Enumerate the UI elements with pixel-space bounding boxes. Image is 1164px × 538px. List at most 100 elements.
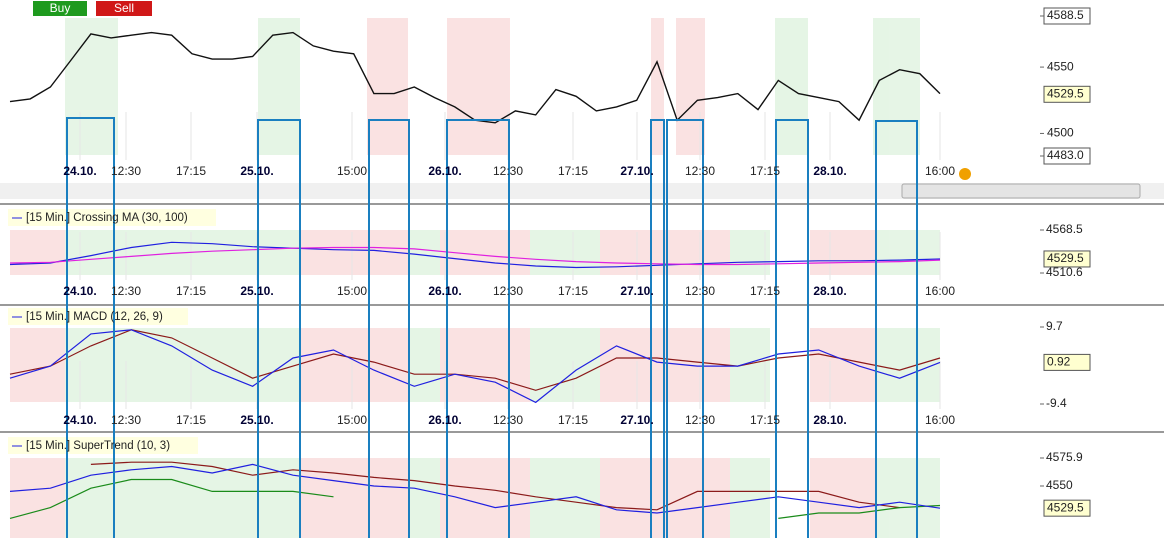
axis-label: 4483.0 xyxy=(1047,148,1084,162)
shade xyxy=(440,328,530,402)
indicator-line xyxy=(9,241,941,269)
buy-label[interactable]: Buy xyxy=(50,1,71,15)
scrollbar[interactable] xyxy=(0,183,1164,199)
time-label: 27.10. xyxy=(620,164,653,178)
time-label: 12:30 xyxy=(493,284,523,298)
time-label: 12:30 xyxy=(685,164,715,178)
panel-title-bg xyxy=(8,437,198,454)
time-label: 12:30 xyxy=(685,413,715,427)
time-label: 16:00 xyxy=(925,413,955,427)
shade xyxy=(65,458,230,538)
shade xyxy=(810,230,875,275)
time-label: 12:30 xyxy=(685,284,715,298)
panel-title: [15 Min.] SuperTrend (10, 3) xyxy=(26,440,170,452)
last-value: 4529.5 xyxy=(1047,251,1084,265)
shade xyxy=(10,458,65,538)
time-label: 17:15 xyxy=(558,413,588,427)
shade xyxy=(300,328,410,402)
axis-label: 4575.9 xyxy=(1046,450,1083,464)
shade xyxy=(410,230,440,275)
axis-label: 9.7 xyxy=(1046,319,1063,333)
top-shading xyxy=(65,18,920,155)
indicator-line xyxy=(9,478,334,519)
shade xyxy=(410,458,440,538)
shade xyxy=(810,328,875,402)
indicator-line xyxy=(9,246,941,266)
time-label: 12:30 xyxy=(493,164,523,178)
last-value-box xyxy=(1043,499,1091,517)
time-label: 26.10. xyxy=(428,284,461,298)
time-label: 12:30 xyxy=(493,413,523,427)
shade xyxy=(530,230,600,275)
shade xyxy=(730,458,770,538)
time-label: 16:00 xyxy=(925,164,955,178)
axis-label: -9.4 xyxy=(1046,396,1067,410)
axis-box xyxy=(1043,7,1091,25)
axis-label: 4500 xyxy=(1047,126,1074,140)
buy-button[interactable] xyxy=(33,1,87,16)
last-value-box xyxy=(1043,85,1091,103)
time-label: 17:15 xyxy=(750,413,780,427)
indicator-line xyxy=(90,461,900,511)
time-label: 17:15 xyxy=(750,164,780,178)
time-label: 17:15 xyxy=(558,164,588,178)
panel-title: [15 Min.] Crossing MA (30, 100) xyxy=(26,212,188,224)
shade xyxy=(10,230,65,275)
shade xyxy=(440,458,530,538)
indicator-line xyxy=(9,329,941,391)
panel-title-bg xyxy=(8,209,216,226)
annotation-boxes xyxy=(66,117,918,538)
time-label: 15:00 xyxy=(337,413,367,427)
time-label: 12:30 xyxy=(111,413,141,427)
time-label: 15:00 xyxy=(337,284,367,298)
last-value-box xyxy=(1043,250,1091,268)
clock-icon xyxy=(959,168,971,180)
shade xyxy=(730,328,770,402)
last-value: 0.92 xyxy=(1047,355,1071,369)
scroll-thumb[interactable] xyxy=(901,183,1141,199)
shade xyxy=(530,328,600,402)
indicator-line xyxy=(9,329,941,404)
axis-label: 4510.6 xyxy=(1046,265,1083,279)
time-label: 24.10. xyxy=(63,164,96,178)
last-value-box xyxy=(1043,353,1091,371)
shade xyxy=(10,328,65,402)
axis-label: 4568.5 xyxy=(1046,222,1083,236)
time-label: 24.10. xyxy=(63,284,96,298)
time-label: 12:30 xyxy=(111,164,141,178)
shade xyxy=(410,328,440,402)
time-label: 12:30 xyxy=(111,284,141,298)
time-label: 28.10. xyxy=(813,284,846,298)
shade xyxy=(65,328,230,402)
shade xyxy=(875,230,940,275)
time-label: 25.10. xyxy=(240,284,273,298)
time-label: 17:15 xyxy=(176,164,206,178)
axis-box xyxy=(1043,147,1091,165)
time-label: 28.10. xyxy=(813,413,846,427)
time-label: 27.10. xyxy=(620,284,653,298)
shade xyxy=(875,328,940,402)
sell-button[interactable] xyxy=(96,1,152,16)
last-value: 4529.5 xyxy=(1047,500,1084,514)
time-label: 17:15 xyxy=(176,413,206,427)
shade xyxy=(875,458,940,538)
time-label: 27.10. xyxy=(620,413,653,427)
time-label: 25.10. xyxy=(240,164,273,178)
time-label: 28.10. xyxy=(813,164,846,178)
shade xyxy=(65,230,230,275)
panel-title: [15 Min.] MACD (12, 26, 9) xyxy=(26,311,163,323)
time-label: 17:15 xyxy=(558,284,588,298)
shade xyxy=(730,230,770,275)
panel-lines xyxy=(9,329,941,404)
time-label: 16:00 xyxy=(925,284,955,298)
axis-label: 4550 xyxy=(1046,478,1073,492)
time-label: 26.10. xyxy=(428,413,461,427)
time-label: 17:15 xyxy=(176,284,206,298)
panel-title-bg xyxy=(8,308,188,325)
shade xyxy=(300,458,410,538)
time-label: 26.10. xyxy=(428,164,461,178)
time-label: 17:15 xyxy=(750,284,780,298)
sell-label[interactable]: Sell xyxy=(114,1,134,15)
